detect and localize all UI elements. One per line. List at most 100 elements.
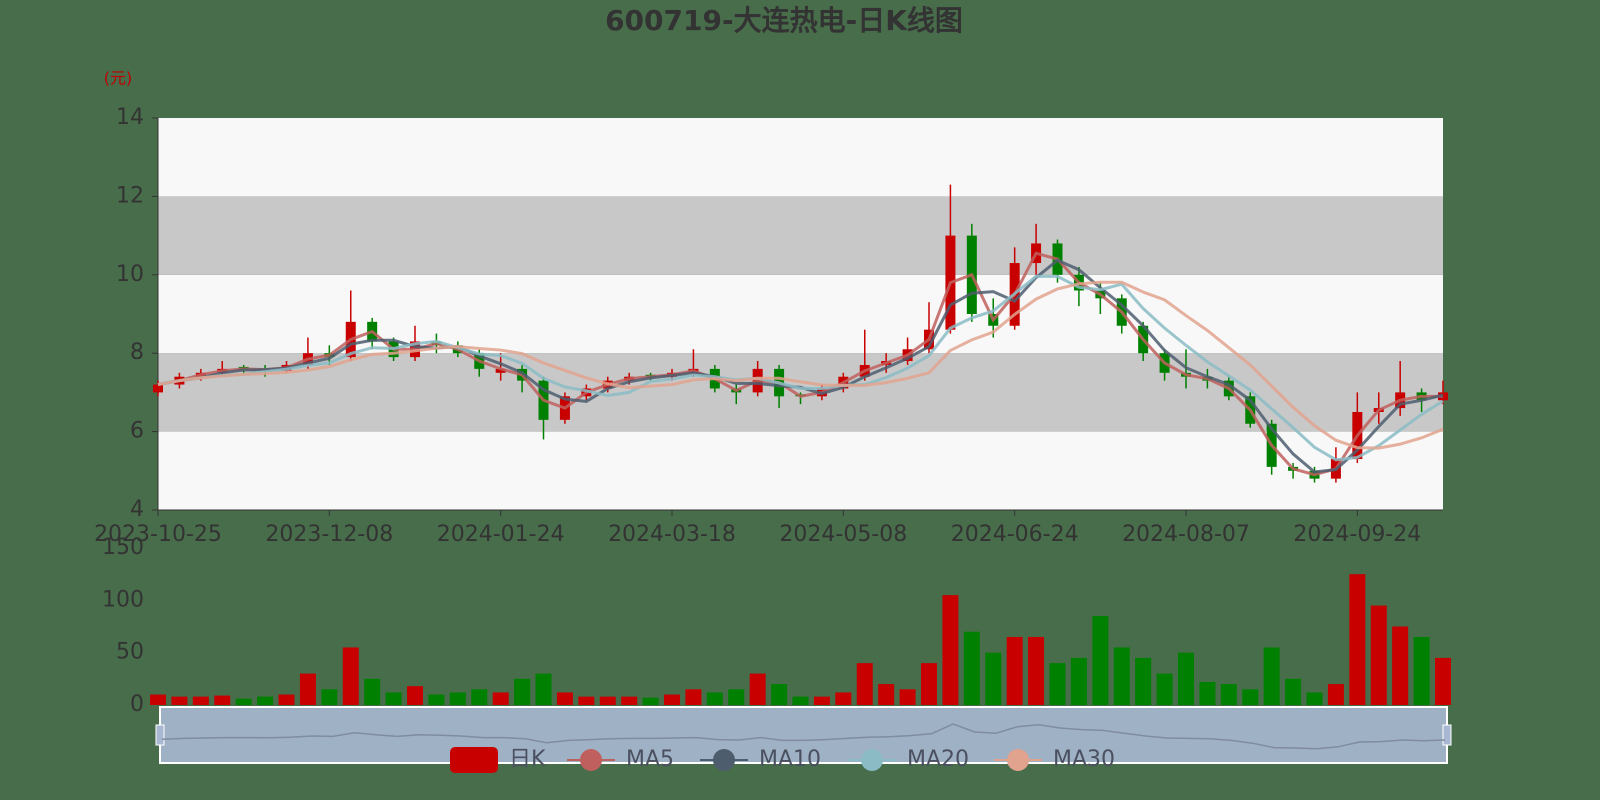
volume-bar [192,696,209,705]
volume-bar [878,684,895,705]
volume-bar [364,678,381,705]
volume-bar [963,631,980,705]
volume-bar [642,697,659,705]
volume-bar [514,678,531,705]
x-tick-label: 2023-10-25 [94,522,222,547]
volume-bar [385,692,402,705]
zoom-preview [161,723,1446,750]
legend-label: MA10 [759,747,821,772]
volume-bar [471,689,488,705]
volume-bar [749,673,766,705]
volume-bar [792,696,809,705]
volume-bar [214,695,231,705]
x-tick-label: 2024-06-24 [951,522,1079,547]
volume-bar [578,696,595,705]
volume-bar [985,652,1002,705]
volume-bar [899,689,916,705]
volume-bar [1156,673,1173,705]
volume-bar [1178,652,1194,705]
volume-bar [1349,574,1366,705]
volume-bar [706,692,723,705]
legend-icon [450,747,498,773]
volume-bar [235,698,252,705]
candle-body [495,368,506,373]
y-unit: (元) [104,69,133,88]
volume-bar [621,696,638,705]
band [158,431,1443,510]
volume-bar [556,692,573,705]
volume-bar [771,684,788,705]
volume-bar [299,673,316,705]
volume-bar [664,694,680,705]
volume-bar [1220,684,1237,705]
y-tick-label: 100 [102,587,144,612]
volume-bar [428,694,445,705]
chart-title: 600719-大连热电-日K线图 [605,4,963,37]
volume-bar [1135,657,1152,705]
legend-label: 日K [509,747,546,772]
volume-bar [1306,692,1323,705]
volume-bar [257,696,274,705]
volume-bar [150,694,166,705]
volume-bar [1370,605,1387,705]
volume-bar [1006,636,1023,705]
y-tick-label: 14 [116,105,144,130]
x-tick-label: 2024-08-07 [1122,522,1250,547]
volume-bar [449,692,466,705]
volume-bar [942,595,959,705]
zoom-handle [1442,724,1452,746]
volume-bar [1263,647,1280,705]
band [158,196,1443,275]
legend-icon [861,749,883,771]
candle-body [153,384,163,393]
y-tick-label: 4 [130,497,144,522]
volume-bar [1049,663,1066,705]
y-tick-label: 50 [116,640,144,665]
legend-label: MA20 [907,747,969,772]
volume-bar [535,673,552,705]
legend-label: MA5 [626,747,674,772]
volume-bar [856,663,873,705]
volume-bar [813,696,830,705]
volume-bar [1113,647,1130,705]
volume-bar [599,696,616,705]
volume-bar [921,663,937,705]
volume-bar [407,686,423,705]
volume-bar [1028,636,1045,705]
volume-bar [1285,678,1302,705]
legend-icon [713,749,735,771]
volume-bar [321,689,338,705]
volume-bar [342,647,359,705]
ma-line [157,280,1444,450]
volume-bar [1392,626,1409,705]
volume-bar [1413,636,1430,705]
legend-label: MA30 [1053,747,1115,772]
volume-bar [1199,681,1216,705]
ma-line [157,251,1443,477]
volume-bar [1092,616,1109,705]
x-tick-label: 2024-09-24 [1293,522,1421,547]
y-tick-label: 8 [130,340,144,365]
volume-bar [1327,684,1344,705]
legend-icon [580,749,602,771]
y-tick-label: 150 [102,535,144,560]
y-tick-label: 0 [130,692,144,717]
band [158,118,1443,197]
y-tick-label: 12 [116,183,144,208]
volume-bar [278,694,295,705]
volume-bar [728,689,745,705]
volume-bar [685,689,702,705]
x-tick-label: 2024-01-24 [437,522,565,547]
volume-bar [171,696,188,705]
y-tick-label: 10 [116,262,144,287]
y-tick-label: 6 [130,419,144,444]
x-tick-label: 2023-12-08 [265,522,393,547]
ma-line [157,274,1444,462]
volume-bar [835,692,852,705]
legend-icon [1007,749,1029,771]
zoom-handle [155,724,165,746]
volume-bar [1070,657,1087,705]
x-tick-label: 2024-05-08 [779,522,907,547]
